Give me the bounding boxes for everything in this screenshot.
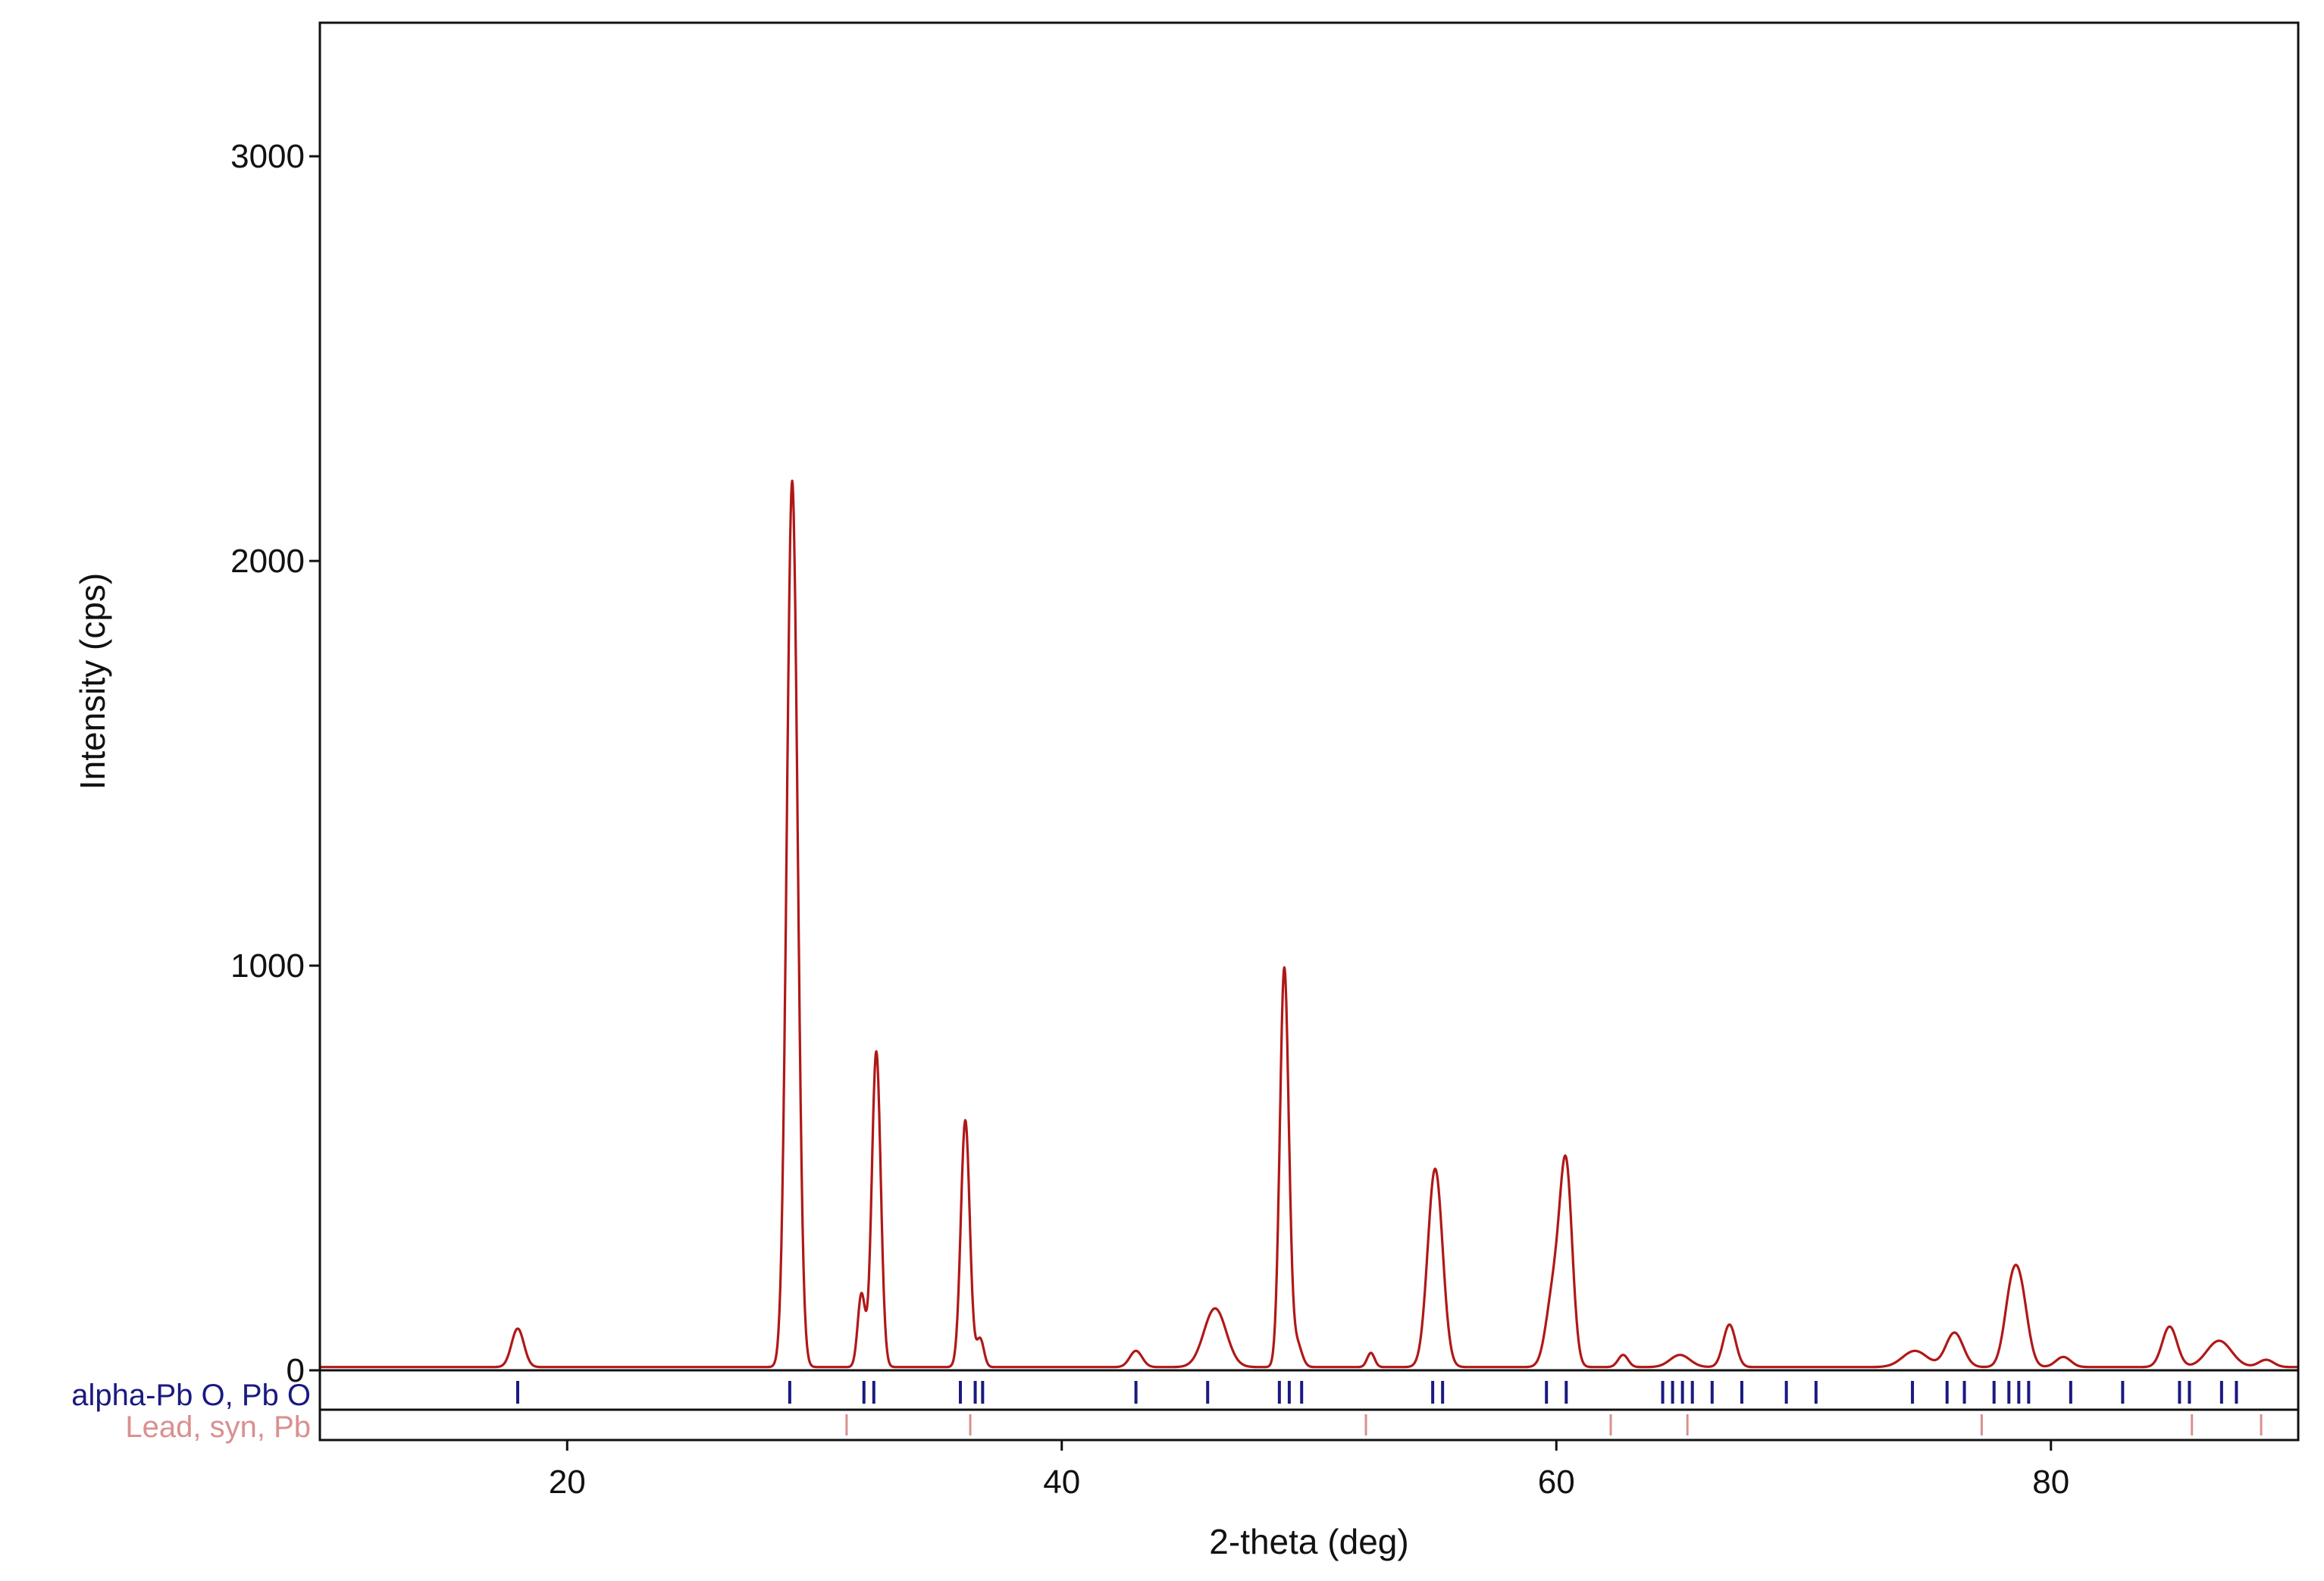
series-line-xrd-pattern bbox=[319, 479, 2299, 1369]
x-axis-ticks: 20 40 60 80 bbox=[549, 1440, 2069, 1501]
y-tick-label: 0 bbox=[287, 1352, 305, 1389]
y-axis-title: Intensity (cps) bbox=[73, 573, 112, 790]
x-tick-label: 40 bbox=[1043, 1464, 1080, 1501]
x-tick-label: 80 bbox=[2032, 1464, 2069, 1501]
phase-label-alpha-pbo: alpha-Pb O, Pb O bbox=[71, 1379, 311, 1412]
y-tick-label: 3000 bbox=[230, 138, 305, 175]
x-tick-label: 60 bbox=[1538, 1464, 1575, 1501]
y-tick-label: 2000 bbox=[230, 543, 305, 580]
phase-ticks-lead bbox=[845, 1414, 2263, 1435]
y-axis-ticks: 0 1000 2000 3000 bbox=[230, 138, 320, 1389]
x-tick-label: 20 bbox=[549, 1464, 586, 1501]
y-tick-label: 1000 bbox=[230, 947, 305, 985]
x-axis-title: 2-theta (deg) bbox=[1209, 1522, 1408, 1561]
plot-area bbox=[319, 479, 2299, 1369]
phase-label-lead: Lead, syn, Pb bbox=[125, 1410, 311, 1444]
phase-ticks-alpha-pbo bbox=[516, 1381, 2238, 1404]
plot-frame bbox=[318, 21, 2300, 1442]
